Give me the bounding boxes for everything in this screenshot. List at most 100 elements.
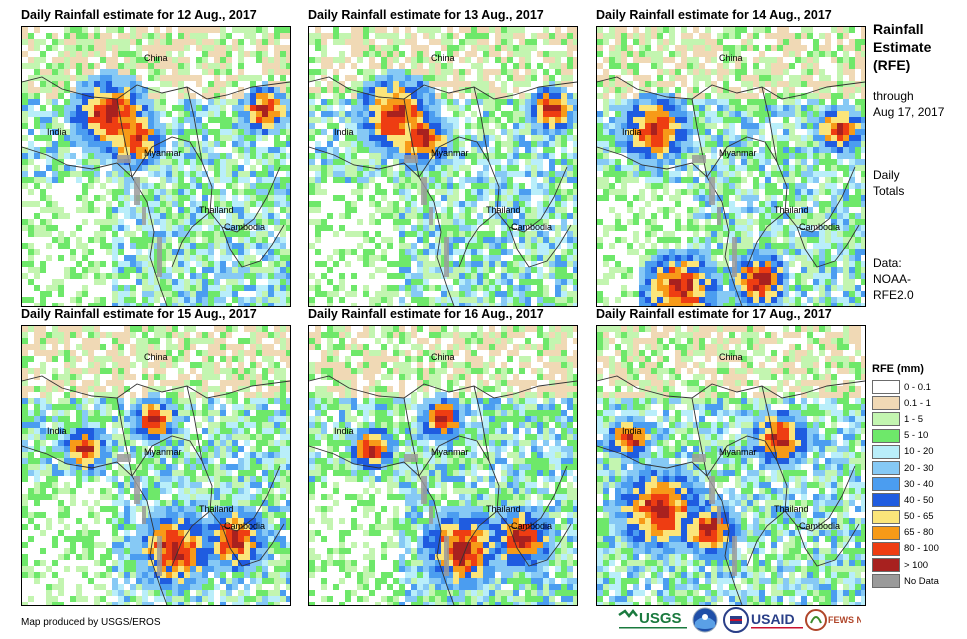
rainfall-cell [657, 81, 663, 87]
rainfall-cell [597, 93, 603, 99]
rainfall-cell [226, 33, 232, 39]
rainfall-cell [357, 273, 363, 279]
rainfall-cell [657, 99, 663, 105]
rainfall-cell [196, 81, 202, 87]
rainfall-cell [399, 105, 405, 111]
rainfall-cell [351, 123, 357, 129]
rainfall-cell [238, 267, 244, 273]
rainfall-cell [777, 117, 783, 123]
rainfall-cell [118, 165, 124, 171]
rainfall-cell [735, 69, 741, 75]
rainfall-cell [639, 99, 645, 105]
rainfall-cell [196, 177, 202, 183]
rainfall-cell [58, 189, 64, 195]
rainfall-cell [262, 153, 268, 159]
rainfall-cell [124, 261, 130, 267]
rainfall-cell [543, 105, 549, 111]
rainfall-cell [256, 123, 262, 129]
rainfall-cell [178, 291, 184, 297]
rainfall-cell [333, 69, 339, 75]
rainfall-cell [40, 231, 46, 237]
rainfall-cell [663, 69, 669, 75]
rainfall-cell [465, 57, 471, 63]
rainfall-cell [537, 129, 543, 135]
rainfall-cell [64, 171, 70, 177]
rainfall-cell [405, 27, 411, 33]
rainfall-cell [741, 63, 747, 69]
rainfall-cell [238, 273, 244, 279]
rainfall-cell [351, 261, 357, 267]
rainfall-cell [34, 237, 40, 243]
rainfall-cell [357, 189, 363, 195]
rainfall-cell [861, 39, 865, 45]
rainfall-cell [447, 225, 453, 231]
rainfall-cell [567, 123, 573, 129]
rainfall-cell [94, 213, 100, 219]
rainfall-cell [573, 63, 577, 69]
rainfall-cell [441, 39, 447, 45]
rainfall-cell [130, 291, 136, 297]
rainfall-cell [507, 195, 513, 201]
rainfall-cell [675, 69, 681, 75]
rainfall-cell [154, 177, 160, 183]
rainfall-cell [363, 129, 369, 135]
rainfall-cell [357, 255, 363, 261]
rainfall-cell [321, 129, 327, 135]
rainfall-cell [256, 129, 262, 135]
rainfall-cell [232, 117, 238, 123]
rainfall-cell [106, 135, 112, 141]
rainfall-cell [441, 105, 447, 111]
rainfall-cell [268, 273, 274, 279]
rainfall-cell [627, 93, 633, 99]
rainfall-cell [136, 105, 142, 111]
rainfall-cell [849, 45, 855, 51]
rainfall-cell [483, 207, 489, 213]
rainfall-cell [274, 195, 280, 201]
rainfall-cell [172, 201, 178, 207]
rainfall-cell [268, 75, 274, 81]
rainfall-cell [543, 111, 549, 117]
rainfall-cell [154, 117, 160, 123]
rainfall-cell [40, 45, 46, 51]
rainfall-cell [339, 81, 345, 87]
rainfall-cell [501, 213, 507, 219]
rainfall-cell [130, 153, 136, 159]
rainfall-cell [100, 117, 106, 123]
rainfall-cell [447, 183, 453, 189]
rainfall-cell [345, 285, 351, 291]
rainfall-cell [70, 225, 76, 231]
rainfall-cell [208, 249, 214, 255]
rainfall-cell [58, 51, 64, 57]
rainfall-cell [471, 207, 477, 213]
rainfall-cell [537, 87, 543, 93]
rainfall-cell [40, 129, 46, 135]
rainfall-cell [232, 189, 238, 195]
rainfall-cell [369, 201, 375, 207]
rainfall-cell [250, 303, 256, 306]
rainfall-cell [244, 105, 250, 111]
rainfall-cell [621, 45, 627, 51]
rainfall-cell [82, 177, 88, 183]
rainfall-cell [381, 99, 387, 105]
rainfall-cell [567, 177, 573, 183]
rainfall-cell [232, 207, 238, 213]
rainfall-cell [675, 33, 681, 39]
rainfall-cell [369, 153, 375, 159]
rainfall-cell [369, 81, 375, 87]
rainfall-cell [753, 45, 759, 51]
rainfall-cell [573, 177, 577, 183]
rainfall-cell [435, 147, 441, 153]
rainfall-cell [76, 39, 82, 45]
rainfall-cell [525, 87, 531, 93]
rainfall-cell [238, 123, 244, 129]
rainfall-cell [226, 231, 232, 237]
rainfall-cell [369, 105, 375, 111]
rainfall-cell [124, 303, 130, 306]
rainfall-cell [603, 81, 609, 87]
rainfall-cell [837, 117, 843, 123]
rainfall-cell [262, 213, 268, 219]
rainfall-cell [357, 81, 363, 87]
rainfall-cell [363, 39, 369, 45]
rainfall-cell [681, 93, 687, 99]
rainfall-cell [166, 237, 172, 243]
